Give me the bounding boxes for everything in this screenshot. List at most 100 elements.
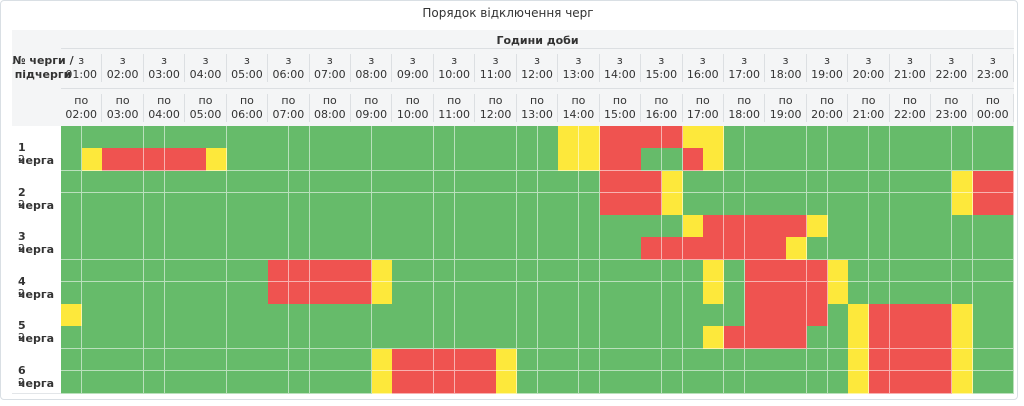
schedule-cell <box>226 326 248 349</box>
schedule-cell <box>433 126 456 149</box>
to-prefix: по <box>488 94 503 107</box>
schedule-cell <box>496 148 518 171</box>
schedule-cell <box>682 148 704 171</box>
to-prefix: по <box>571 94 586 107</box>
from-prefix: з <box>782 54 789 67</box>
schedule-cell <box>537 348 559 372</box>
schedule-cell <box>682 281 704 305</box>
schedule-cell <box>744 348 766 372</box>
schedule-cell <box>599 170 621 194</box>
to-time: 05:00 <box>189 108 222 121</box>
to-prefix: по <box>281 94 296 107</box>
to-time: 23:00 <box>935 108 968 121</box>
schedule-cell <box>433 281 456 305</box>
schedule-cell <box>351 148 373 171</box>
schedule-cell <box>682 126 704 149</box>
schedule-cell <box>641 281 663 305</box>
schedule-cell <box>102 348 124 372</box>
schedule-cell <box>164 126 186 149</box>
schedule-cell <box>309 304 331 327</box>
to-prefix: по <box>115 94 130 107</box>
to-time: 00:00 <box>976 108 1009 121</box>
schedule-cell <box>309 281 331 305</box>
hour-to-label: по 16:00 <box>641 94 683 122</box>
from-prefix: з <box>865 54 872 67</box>
schedule-cell <box>641 148 663 171</box>
schedule-cell <box>972 170 994 194</box>
to-prefix: по <box>405 94 420 107</box>
schedule-cell <box>661 215 683 238</box>
schedule-cell <box>413 170 435 194</box>
subqueue-number: 2 <box>18 375 25 389</box>
schedule-cell <box>226 370 248 394</box>
from-time: 06:00 <box>272 68 305 81</box>
schedule-cell <box>206 304 228 327</box>
schedule-cell <box>972 126 994 149</box>
schedule-cell <box>765 348 787 372</box>
schedule-cell <box>454 304 476 327</box>
schedule-cell <box>454 192 476 216</box>
schedule-cell <box>537 326 559 349</box>
schedule-cell <box>247 370 269 394</box>
schedule-cell <box>330 304 352 327</box>
schedule-cell <box>81 192 103 216</box>
schedule-cell <box>765 237 787 260</box>
schedule-cell <box>330 126 352 149</box>
to-prefix: по <box>944 94 959 107</box>
schedule-cell <box>993 215 1015 238</box>
to-time: 21:00 <box>852 108 885 121</box>
schedule-cell <box>889 126 911 149</box>
schedule-cell <box>578 148 601 171</box>
schedule-cell <box>309 192 331 216</box>
schedule-cell <box>81 215 103 238</box>
schedule-cell <box>827 215 849 238</box>
schedule-cell <box>247 170 269 194</box>
schedule-cell <box>806 259 829 283</box>
from-prefix: з <box>368 54 375 67</box>
hour-to-label: по 05:00 <box>185 94 227 122</box>
schedule-cell <box>889 148 911 171</box>
queue-name: 1 черга <box>18 141 55 167</box>
hour-from-label: з 04:00 <box>185 54 227 82</box>
schedule-cell <box>703 304 725 327</box>
schedule-cell <box>206 370 228 394</box>
from-time: 03:00 <box>148 68 180 81</box>
schedule-cell <box>599 304 621 327</box>
schedule-cell <box>972 348 994 372</box>
from-prefix: з <box>948 54 955 67</box>
schedule-cell <box>206 148 228 171</box>
schedule-cell <box>827 126 849 149</box>
schedule-cell <box>620 148 642 171</box>
schedule-cell <box>661 170 683 194</box>
from-prefix: з <box>202 54 209 67</box>
schedule-cell <box>371 326 393 349</box>
schedule-cell <box>516 237 538 260</box>
schedule-cell <box>102 281 124 305</box>
to-prefix: по <box>985 94 1000 107</box>
schedule-cell <box>226 259 248 283</box>
schedule-cell <box>931 348 953 372</box>
schedule-cell <box>951 148 974 171</box>
schedule-cell <box>413 215 435 238</box>
schedule-cell <box>330 370 352 394</box>
schedule-cell <box>827 281 849 305</box>
schedule-cell <box>102 370 124 394</box>
to-prefix: по <box>654 94 669 107</box>
schedule-cell <box>558 348 580 372</box>
schedule-cell <box>951 215 974 238</box>
hour-from-label: з 08:00 <box>351 54 393 82</box>
schedule-cell <box>744 259 766 283</box>
schedule-cell <box>330 148 352 171</box>
schedule-cell <box>806 237 829 260</box>
schedule-cell <box>703 281 725 305</box>
from-prefix: з <box>616 54 623 67</box>
schedule-cell <box>413 281 435 305</box>
schedule-cell <box>641 192 663 216</box>
schedule-cell <box>848 126 870 149</box>
schedule-cell <box>661 192 683 216</box>
subqueue-number: 2 <box>18 286 25 300</box>
schedule-cell <box>61 304 83 327</box>
schedule-cell <box>226 192 248 216</box>
schedule-cell <box>537 237 559 260</box>
to-prefix: по <box>695 94 710 107</box>
